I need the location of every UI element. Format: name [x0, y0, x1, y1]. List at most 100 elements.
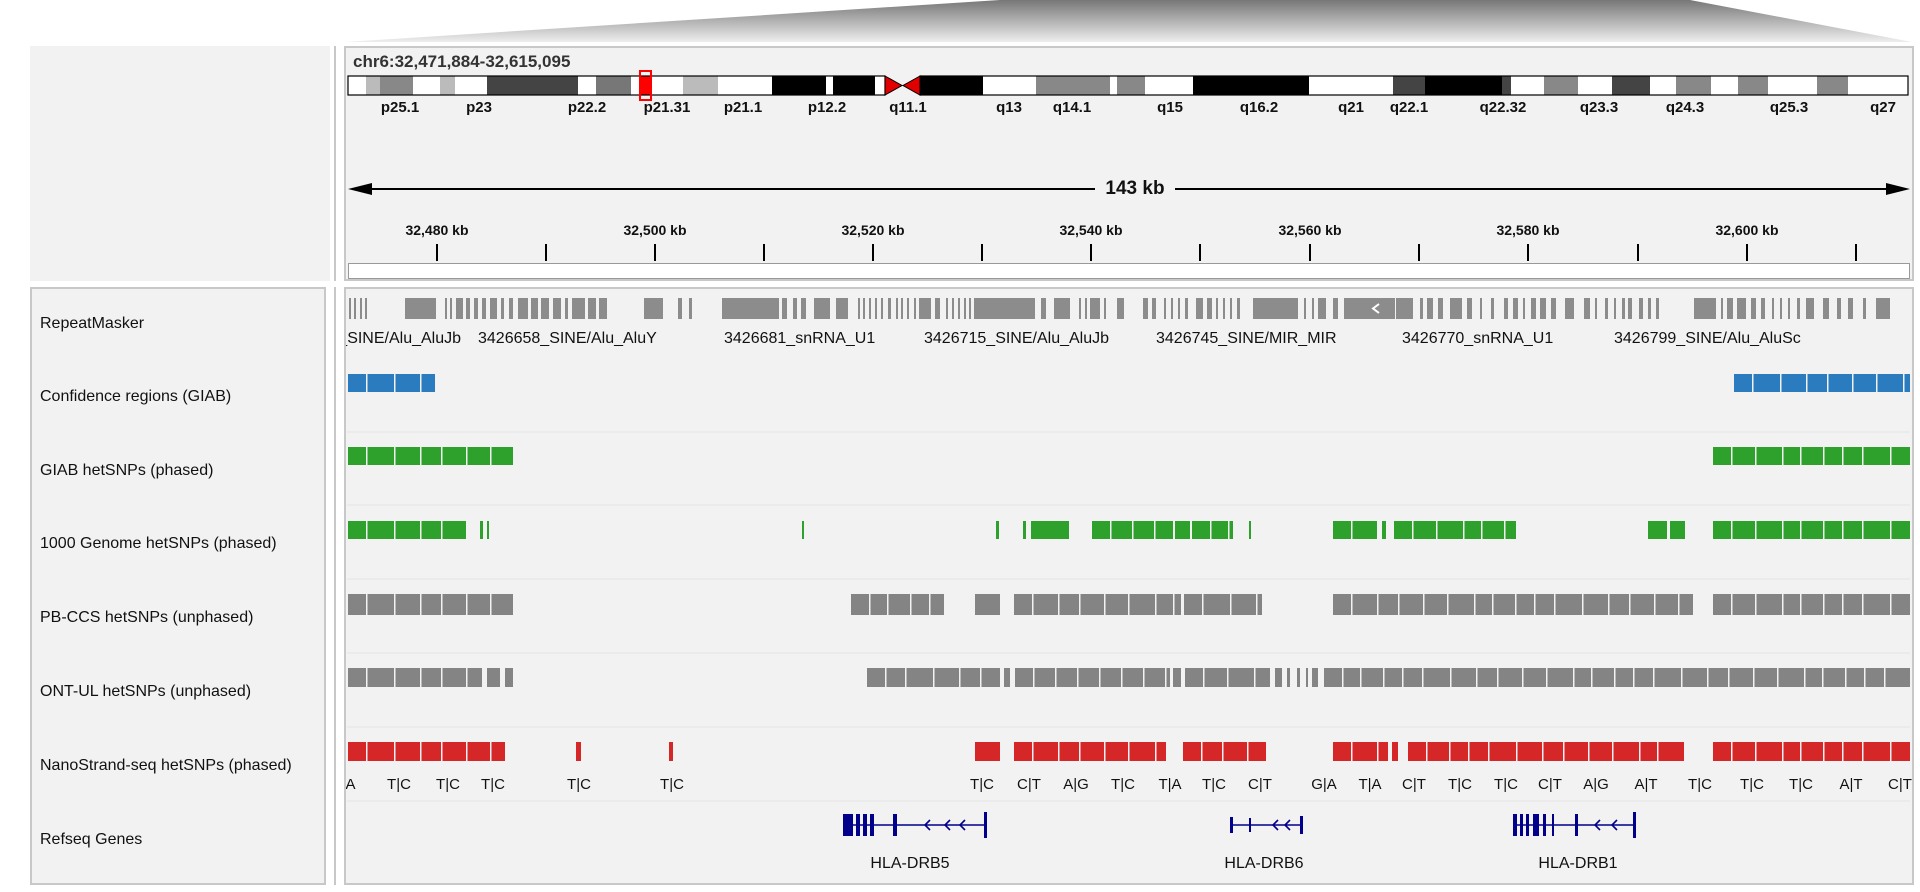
confidence-region: [348, 374, 435, 392]
track-name-ontul-het[interactable]: ONT-UL hetSNPs (unphased): [40, 683, 252, 700]
repeat-element: [836, 298, 848, 319]
ideogram-band: [1676, 76, 1711, 95]
pbccs-hetsnp-gap: [420, 594, 422, 615]
nanostrand-hetsnp-gap: [1862, 742, 1864, 761]
nanostrand-hetsnp-gap: [1128, 742, 1130, 761]
repeat-element: [1614, 298, 1616, 319]
ontul-hetsnp-gap: [1203, 668, 1205, 687]
ontul-hetsnp-gap: [1573, 668, 1575, 687]
track-name-refseq[interactable]: Refseq Genes: [40, 831, 143, 848]
gene-hla-drb1-exon: [1526, 814, 1529, 836]
pbccs-hetsnp-gap: [490, 594, 492, 615]
repeat-element: [1216, 298, 1218, 319]
ideogram-band: [826, 76, 833, 95]
ideogram-band: [455, 76, 487, 95]
allele-label: C|T: [1888, 776, 1912, 793]
pbccs-hetsnp-gap: [887, 594, 889, 615]
pbccs-hetsnp-gap: [910, 594, 912, 615]
track-name-repeatmasker[interactable]: RepeatMasker: [40, 315, 145, 332]
nanostrand-hetsnp: [1014, 742, 1166, 761]
nanostrand-hetsnp-gap: [1488, 742, 1490, 761]
repeat-element: [1171, 298, 1173, 319]
repeat-element: [793, 298, 797, 319]
track-name-nanostrand-het[interactable]: NanoStrand-seq hetSNPs (phased): [40, 757, 292, 774]
giab-hetsnp-gap: [441, 447, 443, 465]
panel-divider[interactable]: [334, 46, 336, 281]
repeat-element: [466, 298, 470, 319]
pbccs-hetsnp-gap: [1554, 594, 1556, 615]
repeat-element: [1628, 298, 1632, 319]
nanostrand-hetsnp-gap: [1823, 742, 1825, 761]
repeat-element: [1304, 298, 1306, 319]
repeat-element: [858, 298, 860, 319]
track-name-kg-het[interactable]: 1000 Genome hetSNPs (phased): [40, 535, 277, 552]
giab-hetsnp-gap: [1731, 447, 1733, 465]
repeat-element: [1164, 298, 1166, 319]
band-label: q22.1: [1389, 99, 1429, 116]
kg-hetsnp-gap: [1890, 521, 1892, 539]
ontul-hetsnp-gap: [441, 668, 443, 687]
repeat-element: [1656, 298, 1659, 319]
kg-hetsnp-gap: [1110, 521, 1112, 539]
repeat-element: [952, 298, 954, 319]
kg-hetsnp-gap: [1351, 521, 1353, 539]
track-name-giab-conf[interactable]: Confidence regions (GIAB): [40, 388, 232, 405]
ontul-hetsnp-gap: [1614, 668, 1616, 687]
track-data-panel[interactable]: [344, 287, 1914, 885]
repeat-element: [360, 298, 362, 319]
ideogram-band: [440, 76, 455, 95]
ontul-hetsnp-gap: [1342, 668, 1344, 687]
pbccs-hetsnp-gap: [1202, 594, 1204, 615]
pbccs-hetsnp-gap: [1447, 594, 1449, 615]
ruler[interactable]: [0, 0, 1920, 280]
ontul-hetsnp-gap: [1633, 668, 1635, 687]
ideogram-band: [413, 76, 440, 95]
giab-hetsnp-gap: [490, 447, 492, 465]
track-name-pbccs-het[interactable]: PB-CCS hetSNPs (unphased): [40, 609, 254, 626]
ontul-hetsnp-gap: [1884, 668, 1886, 687]
confidence-region-gap: [420, 374, 422, 392]
repeat-element: [869, 298, 871, 319]
gene-hla-drb5-strand-arrow: [923, 819, 931, 831]
ideogram-band: [683, 76, 718, 95]
allele-label: T|A: [1158, 776, 1182, 793]
repeat-element: [1513, 298, 1518, 319]
panel-divider[interactable]: [334, 287, 336, 885]
allele-label: T|C: [387, 776, 411, 793]
pbccs-hetsnp-gap: [1173, 594, 1175, 615]
giab-hetsnp-gap: [1823, 447, 1825, 465]
kg-hetsnp: [1648, 521, 1667, 539]
repeat-label: 3426681_snRNA_U1: [724, 330, 876, 347]
ideogram-band: [1262, 76, 1309, 95]
kg-hetsnp: [1382, 521, 1386, 539]
repeat-element: [365, 298, 367, 319]
repeat-element: [863, 298, 865, 319]
ontul-hetsnp-gap: [1707, 668, 1709, 687]
band-label: q14.1: [1052, 99, 1092, 116]
kg-hetsnp: [348, 521, 466, 539]
nanostrand-hetsnp: [1713, 742, 1910, 761]
gene-hla-drb1-exon: [1552, 814, 1554, 836]
repeat-element: [914, 298, 916, 319]
ontul-hetsnp-gap: [1822, 668, 1824, 687]
chromosome-ideogram[interactable]: [0, 0, 1920, 120]
allele-label: A|T: [1839, 776, 1863, 793]
kg-hetsnp: [802, 521, 804, 539]
repeat-element: [565, 298, 568, 319]
track-name-giab-het[interactable]: GIAB hetSNPs (phased): [40, 462, 214, 479]
allele-labels: T|A T|C T|C T|C T|C T|C T|C C|T A|G T|C T|A T|C C|T G…: [346, 776, 1912, 804]
repeat-element: [1761, 298, 1765, 319]
gene-hla-drb5-exon: [863, 814, 867, 836]
repeat-element: [1196, 298, 1203, 319]
repeat-element: [1622, 298, 1625, 319]
pbccs-hetsnp-gap: [466, 594, 468, 615]
repeat-element: [588, 298, 596, 319]
repeat-element: [1584, 298, 1590, 319]
kg-hetsnp-gap: [1463, 521, 1465, 539]
span-arrow-right: [1886, 183, 1910, 195]
nanostrand-hetsnp-gap: [1155, 742, 1157, 761]
allele-label: A|G: [1583, 776, 1609, 793]
kg-hetsnp: [1192, 521, 1233, 539]
ruler-tick-label: 32,500 kb: [623, 222, 687, 238]
